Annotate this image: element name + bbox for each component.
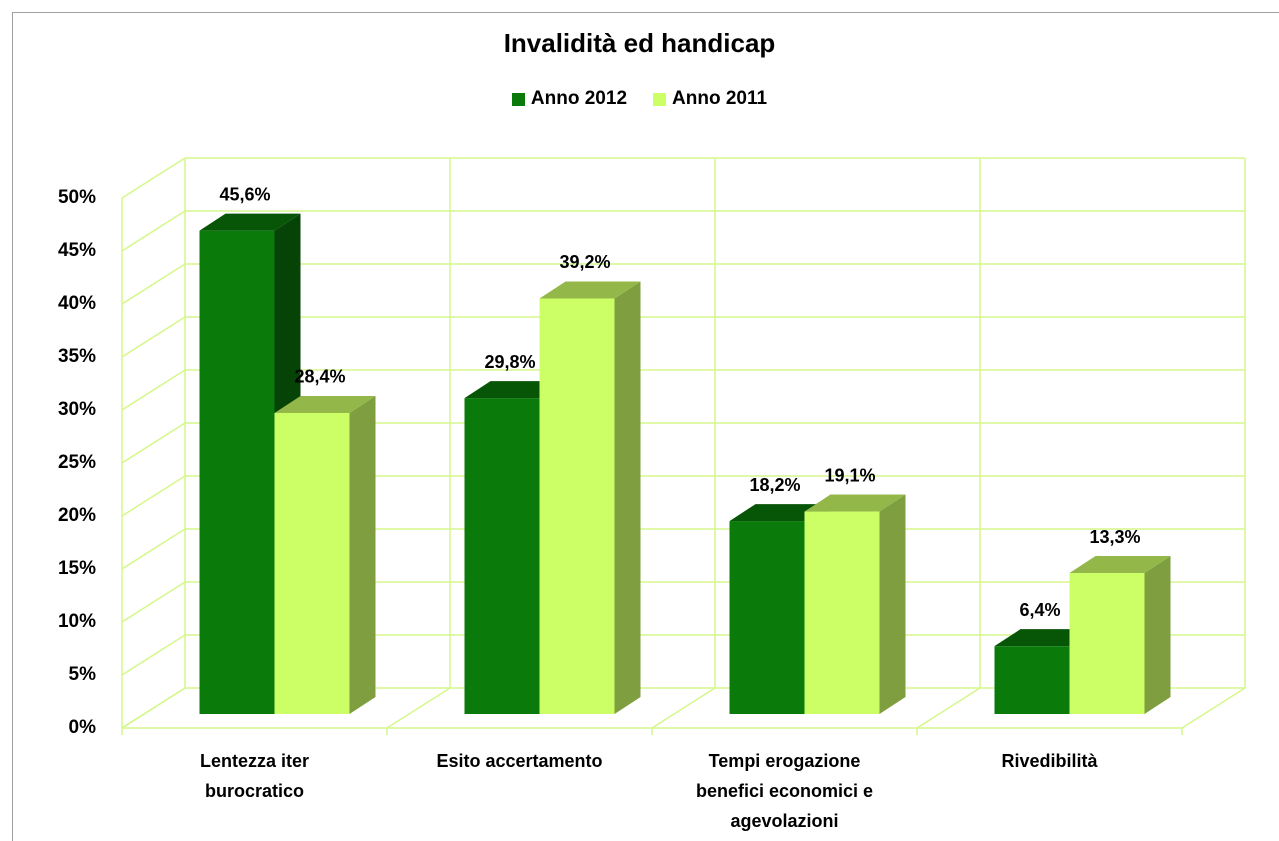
y-tick-label: 20% — [58, 505, 96, 526]
legend-item: Anno 2012 — [511, 88, 628, 110]
grid-line — [121, 528, 186, 570]
y-tick-label: 30% — [58, 399, 96, 420]
bar — [804, 511, 880, 714]
bar-top — [804, 494, 906, 512]
grid-line — [121, 369, 186, 411]
y-tick-label: 0% — [69, 717, 97, 738]
floor-line — [1181, 687, 1246, 729]
legend-label: Anno 2012 — [530, 88, 628, 109]
grid-line — [121, 634, 186, 676]
bar-top — [274, 395, 376, 413]
data-label: 29,8% — [484, 352, 535, 372]
bar — [729, 521, 805, 714]
floor-line — [916, 687, 981, 729]
chart-title: Invalidità ed handicap — [503, 28, 776, 58]
bar — [539, 298, 615, 714]
x-tick-label: Esito accertamento — [436, 751, 603, 771]
bar-side — [349, 395, 376, 714]
grid-line — [121, 263, 186, 305]
y-tick-label: 40% — [58, 293, 96, 314]
x-tick-label: Lentezza iter burocratico — [199, 751, 310, 801]
bar-side — [1144, 556, 1171, 714]
data-label: 19,1% — [824, 465, 875, 485]
bar-top — [199, 213, 301, 231]
grid-line — [121, 422, 186, 464]
y-tick-label: 45% — [58, 240, 96, 261]
legend-label: Anno 2011 — [672, 88, 768, 109]
y-tick-label: 35% — [58, 346, 96, 367]
y-tick-label: 50% — [58, 187, 96, 208]
data-label: 6,4% — [1019, 600, 1060, 620]
x-tick-label: Rivedibilità — [1001, 751, 1098, 771]
x-tick-label: Tempi erogazione benefici economici e ag… — [695, 751, 874, 831]
bar-top — [539, 281, 641, 299]
y-tick-label: 10% — [58, 611, 96, 632]
chart-frame — [12, 12, 1279, 841]
data-label: 45,6% — [219, 184, 270, 204]
y-tick-label: 15% — [58, 558, 96, 579]
grid-line — [121, 475, 186, 517]
bar-side — [879, 494, 906, 714]
bar — [464, 398, 540, 714]
grid-line — [121, 316, 186, 358]
data-label: 28,4% — [294, 367, 345, 387]
bar — [1069, 573, 1145, 714]
bar-top — [1069, 556, 1171, 574]
legend-swatch — [653, 92, 667, 106]
grid-line — [121, 210, 186, 252]
floor-line — [386, 687, 451, 729]
floor-line — [651, 687, 716, 729]
y-tick-label: 25% — [58, 452, 96, 473]
y-tick-label: 5% — [69, 664, 97, 685]
bar — [199, 230, 275, 714]
data-label: 13,3% — [1089, 527, 1140, 547]
bar-side — [614, 281, 641, 714]
bar — [994, 646, 1070, 714]
grid-line — [121, 157, 186, 199]
legend-swatch — [511, 92, 525, 106]
data-label: 18,2% — [749, 475, 800, 495]
floor-line — [121, 687, 186, 729]
legend-item: Anno 2011 — [653, 88, 767, 110]
legend: Anno 2012 Anno 2011 — [0, 88, 1279, 110]
grid-line — [121, 581, 186, 623]
data-label: 39,2% — [559, 252, 610, 272]
bar — [274, 412, 350, 714]
